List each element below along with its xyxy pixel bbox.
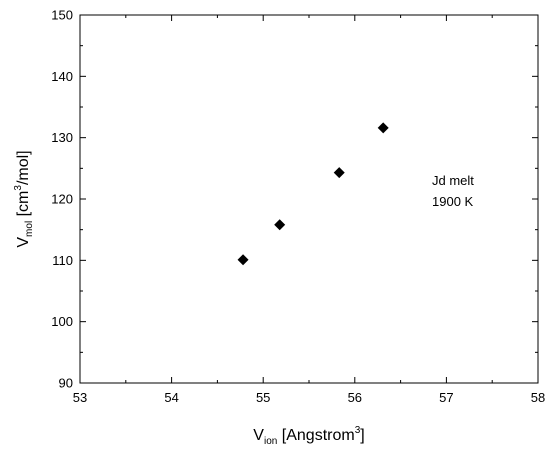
- axis-ticks: 53 54 55 56 57 58 90 100 110 120 130 140 150: [51, 8, 545, 406]
- y-tick-label-110: 110: [52, 253, 73, 268]
- data-points: [237, 122, 389, 266]
- annotation-temperature: 1900 K: [432, 194, 474, 209]
- y-tick-label-100: 100: [51, 314, 73, 329]
- annotation-material: Jd melt: [432, 173, 474, 188]
- x-tick-label-58: 58: [531, 390, 545, 405]
- x-tick-label-55: 55: [256, 390, 270, 405]
- data-point-2: [274, 219, 286, 231]
- plot-frame: [79, 14, 539, 384]
- y-axis-label: Vmol [cm3/mol]: [13, 150, 35, 247]
- y-tick-label-140: 140: [51, 69, 73, 84]
- x-tick-label-57: 57: [439, 390, 453, 405]
- x-axis-label: Vion [Angstrom3]: [253, 425, 364, 447]
- y-tick-label-150: 150: [51, 8, 73, 23]
- y-tick-label-130: 130: [51, 130, 73, 145]
- data-point-1: [237, 254, 249, 266]
- y-tick-label-90: 90: [59, 376, 73, 391]
- x-tick-label-53: 53: [73, 390, 87, 405]
- data-point-3: [333, 167, 345, 179]
- y-tick-label-120: 120: [51, 192, 73, 207]
- x-tick-label-54: 54: [164, 390, 178, 405]
- data-point-4: [377, 122, 389, 134]
- x-tick-label-56: 56: [348, 390, 362, 405]
